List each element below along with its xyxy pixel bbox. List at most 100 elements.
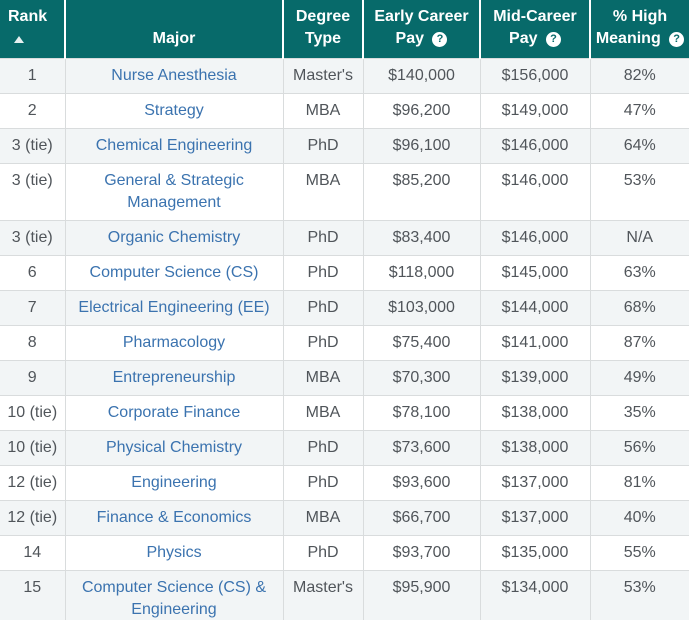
table-row: 12 (tie) Finance & Economics MBA $66,700 $13… xyxy=(0,500,689,536)
column-header-high-meaning[interactable]: % High Meaning ? xyxy=(590,0,689,59)
degree-cell: PhD xyxy=(282,535,364,571)
major-cell: Pharmacology xyxy=(64,325,284,361)
meaning-cell: 55% xyxy=(589,535,689,571)
meaning-cell: 47% xyxy=(589,93,689,129)
major-cell: Physical Chemistry xyxy=(64,430,284,466)
column-header-mid-career-pay[interactable]: Mid-Career Pay ? xyxy=(480,0,591,59)
major-link[interactable]: Finance & Economics xyxy=(96,509,252,526)
major-link[interactable]: Computer Science (CS) xyxy=(89,264,259,281)
degree-cell: PhD xyxy=(282,255,364,291)
early-cell: $66,700 xyxy=(362,500,481,536)
degree-cell: MBA xyxy=(282,360,364,396)
column-header-early-career-pay[interactable]: Early Career Pay ? xyxy=(363,0,481,59)
major-cell: Computer Science (CS) xyxy=(64,255,284,291)
column-label: Mid-Career Pay xyxy=(493,8,577,47)
meaning-cell: 49% xyxy=(589,360,689,396)
help-tooltip-icon[interactable]: ? xyxy=(545,32,561,47)
table-row: 12 (tie) Engineering PhD $93,600 $137,000 81% xyxy=(0,465,689,501)
meaning-cell: 81% xyxy=(589,465,689,501)
mid-cell: $138,000 xyxy=(479,430,591,466)
early-cell: $140,000 xyxy=(362,58,481,94)
mid-cell: $137,000 xyxy=(479,465,591,501)
rank-cell: 3 (tie) xyxy=(0,220,66,256)
degree-cell: PhD xyxy=(282,430,364,466)
rank-cell: 3 (tie) xyxy=(0,128,66,164)
table-body: 1 Nurse Anesthesia Master's $140,000 $156,00… xyxy=(0,58,689,620)
column-header-rank[interactable]: Rank xyxy=(0,0,66,59)
meaning-cell: 64% xyxy=(589,128,689,164)
major-cell: Finance & Economics xyxy=(64,500,284,536)
table-row: 10 (tie) Physical Chemistry PhD $73,600 $138… xyxy=(0,430,689,466)
help-tooltip-icon[interactable]: ? xyxy=(669,32,685,47)
meaning-cell: N/A xyxy=(589,220,689,256)
degree-cell: MBA xyxy=(282,163,364,221)
major-link[interactable]: Engineering xyxy=(131,474,217,491)
major-link[interactable]: Corporate Finance xyxy=(107,404,241,421)
table-row: 9 Entrepreneurship MBA $70,300 $139,000 49% xyxy=(0,360,689,396)
major-cell: Strategy xyxy=(64,93,284,129)
major-cell: Engineering xyxy=(64,465,284,501)
mid-cell: $145,000 xyxy=(479,255,591,291)
early-cell: $75,400 xyxy=(362,325,481,361)
mid-cell: $135,000 xyxy=(479,535,591,571)
table-row: 3 (tie) Organic Chemistry PhD $83,400 $146,0… xyxy=(0,220,689,256)
early-cell: $78,100 xyxy=(362,395,481,431)
degree-cell: PhD xyxy=(282,465,364,501)
column-label: % High Meaning xyxy=(595,8,668,47)
major-link[interactable]: Pharmacology xyxy=(122,334,226,351)
meaning-cell: 82% xyxy=(589,58,689,94)
table-row: 10 (tie) Corporate Finance MBA $78,100 $138,… xyxy=(0,395,689,431)
rank-cell: 9 xyxy=(0,360,66,396)
rank-cell: 3 (tie) xyxy=(0,163,66,221)
degree-cell: PhD xyxy=(282,220,364,256)
column-header-major[interactable]: Major xyxy=(65,0,284,59)
major-link[interactable]: Computer Science (CS) & Engineering xyxy=(81,579,267,618)
major-link[interactable]: Electrical Engineering (EE) xyxy=(78,299,270,316)
major-cell: Computer Science (CS) & Engineering xyxy=(64,570,284,620)
major-cell: General & Strategic Management xyxy=(64,163,284,221)
table-row: 2 Strategy MBA $96,200 $149,000 47% xyxy=(0,93,689,129)
major-link[interactable]: Strategy xyxy=(144,102,204,119)
table-header-row: Rank Major Degree Type Early Career Pay … xyxy=(0,0,689,59)
table-row: 6 Computer Science (CS) PhD $118,000 $145,00… xyxy=(0,255,689,291)
early-cell: $73,600 xyxy=(362,430,481,466)
major-link[interactable]: Nurse Anesthesia xyxy=(111,67,237,84)
major-link[interactable]: Organic Chemistry xyxy=(107,229,241,246)
rank-cell: 15 xyxy=(0,570,66,620)
major-cell: Entrepreneurship xyxy=(64,360,284,396)
table-row: 1 Nurse Anesthesia Master's $140,000 $156,00… xyxy=(0,58,689,94)
major-link[interactable]: Entrepreneurship xyxy=(112,369,236,386)
table-row: 7 Electrical Engineering (EE) PhD $103,000 $… xyxy=(0,290,689,326)
table-row: 3 (tie) Chemical Engineering PhD $96,100 $14… xyxy=(0,128,689,164)
mid-cell: $139,000 xyxy=(479,360,591,396)
mid-cell: $146,000 xyxy=(479,128,591,164)
rank-cell: 1 xyxy=(0,58,66,94)
meaning-cell: 56% xyxy=(589,430,689,466)
rank-cell: 8 xyxy=(0,325,66,361)
major-cell: Organic Chemistry xyxy=(64,220,284,256)
rank-cell: 12 (tie) xyxy=(0,500,66,536)
early-cell: $103,000 xyxy=(362,290,481,326)
meaning-cell: 68% xyxy=(589,290,689,326)
table-row: 3 (tie) General & Strategic Management MBA… xyxy=(0,163,689,221)
major-link[interactable]: Physics xyxy=(146,544,202,561)
degree-cell: Master's xyxy=(282,570,364,620)
help-tooltip-icon[interactable]: ? xyxy=(432,32,448,47)
column-label: Rank xyxy=(8,8,48,25)
major-link[interactable]: Chemical Engineering xyxy=(95,137,253,154)
mid-cell: $138,000 xyxy=(479,395,591,431)
column-header-degree-type[interactable]: Degree Type xyxy=(283,0,364,59)
major-link[interactable]: General & Strategic Management xyxy=(104,172,244,211)
mid-cell: $149,000 xyxy=(479,93,591,129)
meaning-cell: 63% xyxy=(589,255,689,291)
sort-ascending-icon xyxy=(14,36,24,43)
mid-cell: $141,000 xyxy=(479,325,591,361)
mid-cell: $156,000 xyxy=(479,58,591,94)
degree-cell: PhD xyxy=(282,290,364,326)
major-link[interactable]: Physical Chemistry xyxy=(105,439,243,456)
degree-cell: MBA xyxy=(282,93,364,129)
meaning-cell: 53% xyxy=(589,570,689,620)
degree-cell: Master's xyxy=(282,58,364,94)
